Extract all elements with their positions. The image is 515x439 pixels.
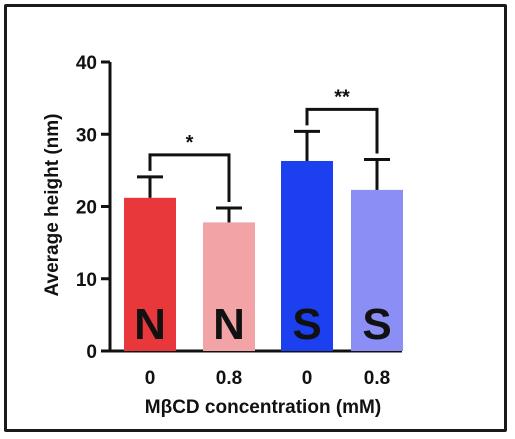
bar-0 — [124, 197, 176, 351]
x-tick-label-0: 0 — [145, 368, 156, 389]
y-tick-label-0: 0 — [86, 342, 97, 363]
y-tick-label-3: 30 — [76, 125, 97, 146]
bar-letter-2: S — [292, 300, 321, 349]
bar-3 — [351, 189, 403, 351]
figure-frame — [4, 4, 507, 432]
y-tick-label-4: 40 — [76, 53, 97, 74]
significance-label-0: * — [186, 132, 194, 154]
bar-1 — [203, 222, 255, 351]
x-tick-label-3: 0.8 — [364, 368, 390, 389]
x-tick-label-2: 0 — [302, 368, 313, 389]
x-axis-title: MβCD concentration (mM) — [145, 397, 381, 418]
bar-2 — [281, 160, 333, 351]
y-axis-title: Average height (nm) — [42, 114, 63, 297]
bar-letter-1: N — [213, 300, 245, 349]
bar-letter-0: N — [134, 300, 166, 349]
significance-label-1: ** — [334, 86, 350, 108]
y-tick-label-2: 20 — [76, 198, 97, 219]
bar-letter-3: S — [362, 300, 391, 349]
significance-bracket-0 — [148, 153, 231, 202]
x-tick-label-1: 0.8 — [216, 368, 242, 389]
significance-bracket-1 — [305, 107, 379, 154]
y-tick-label-1: 10 — [76, 270, 97, 291]
